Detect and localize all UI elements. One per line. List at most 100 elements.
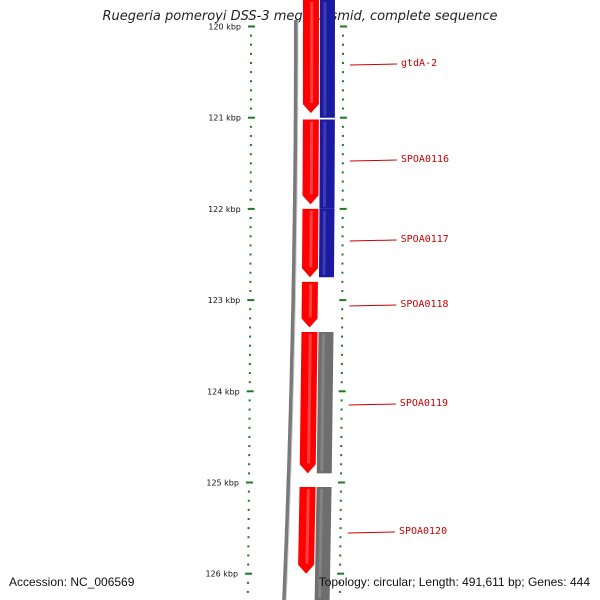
ruler-minor-tick-right xyxy=(341,217,344,220)
ruler-minor-tick-right xyxy=(340,472,343,475)
ruler-minor-tick-right xyxy=(341,308,344,311)
ruler-minor-tick xyxy=(249,180,252,183)
ruler-minor-tick-right xyxy=(339,499,342,502)
reverse-gene-block xyxy=(319,0,335,118)
ruler-minor-tick xyxy=(247,508,250,511)
ruler-label: 121 kbp xyxy=(208,114,241,123)
ruler-minor-tick xyxy=(247,527,250,530)
gene-label: SPOA0116 xyxy=(401,154,449,165)
ruler-minor-tick xyxy=(249,162,252,165)
ruler-minor-tick-right xyxy=(341,134,344,137)
ruler-minor-tick-right xyxy=(341,226,344,229)
ruler-label: 122 kbp xyxy=(208,205,241,214)
ruler-minor-tick-right xyxy=(341,344,344,347)
ruler-minor-tick-right xyxy=(340,362,343,365)
ruler-major-tick-right xyxy=(339,299,347,302)
ruler-minor-tick xyxy=(249,308,252,311)
ruler-minor-tick-right xyxy=(341,80,344,83)
forward-gene-arrow xyxy=(301,281,318,328)
ruler-minor-tick-right xyxy=(339,508,342,511)
ruler-minor-tick-right xyxy=(339,536,342,539)
ruler-minor-tick-right xyxy=(341,262,344,265)
forward-gene-arrow xyxy=(301,208,319,278)
ruler-minor-tick-right xyxy=(341,61,344,64)
ruler-minor-tick xyxy=(247,563,250,566)
ruler-minor-tick xyxy=(248,399,251,402)
forward-gene-arrow xyxy=(298,487,316,574)
forward-gene-arrow-sheen xyxy=(305,489,310,564)
ruler-minor-tick xyxy=(247,490,250,493)
gene-leader-line xyxy=(349,304,397,307)
ruler-minor-tick-right xyxy=(340,372,343,375)
gene-leader-line xyxy=(347,531,395,534)
backbone-line xyxy=(282,20,298,600)
ruler-minor-tick xyxy=(249,271,252,274)
reverse-gene-sheen xyxy=(318,489,324,599)
ruler-label: 124 kbp xyxy=(207,387,240,396)
ruler-minor-tick xyxy=(249,171,252,174)
forward-gene-arrow xyxy=(302,119,319,205)
forward-gene-arrow xyxy=(299,332,318,474)
ruler-minor-tick xyxy=(249,344,252,347)
ruler-minor-tick xyxy=(249,244,252,247)
ruler-minor-tick xyxy=(248,472,251,475)
ruler-minor-tick xyxy=(249,80,252,83)
ruler-minor-tick xyxy=(246,581,249,584)
ruler-minor-tick xyxy=(248,445,251,448)
ruler-minor-tick xyxy=(249,89,252,92)
ruler-minor-tick-right xyxy=(339,527,342,530)
ruler-minor-tick-right xyxy=(341,153,344,156)
ruler-major-tick xyxy=(247,299,255,302)
ruler-minor-tick-right xyxy=(339,517,342,520)
ruler-minor-tick xyxy=(249,43,252,46)
ruler-minor-tick xyxy=(249,217,252,220)
ruler-minor-tick xyxy=(247,517,250,520)
ruler-minor-tick-right xyxy=(341,98,344,101)
ruler-minor-tick-right xyxy=(341,280,344,283)
ruler-minor-tick-right xyxy=(340,454,343,457)
reverse-gene-sheen xyxy=(320,334,325,472)
ruler-minor-tick xyxy=(249,198,252,201)
ruler-minor-tick xyxy=(249,262,252,265)
ruler-minor-tick-right xyxy=(339,545,342,548)
ruler-minor-tick xyxy=(249,107,252,110)
ruler-minor-tick-right xyxy=(341,171,344,174)
reverse-gene-block xyxy=(319,119,335,209)
ruler-minor-tick-right xyxy=(341,34,344,37)
ruler-minor-tick xyxy=(249,61,252,64)
ruler-major-tick-right xyxy=(338,390,346,393)
ruler-minor-tick-right xyxy=(341,244,344,247)
ruler-minor-tick-right xyxy=(341,43,344,46)
ruler-minor-tick xyxy=(249,253,252,256)
map-title: Ruegeria pomeroyi DSS-3 megaplasmid, com… xyxy=(102,9,498,24)
ruler-minor-tick-right xyxy=(341,162,344,165)
ruler-minor-tick-right xyxy=(340,463,343,466)
ruler-major-tick xyxy=(246,390,254,393)
ruler-minor-tick xyxy=(247,499,250,502)
gene-label: SPOA0117 xyxy=(401,234,449,245)
ruler-minor-tick xyxy=(249,326,252,329)
ruler-minor-tick xyxy=(248,454,251,457)
ruler-minor-tick-right xyxy=(341,271,344,274)
ruler-major-tick xyxy=(247,25,255,28)
gene-label: gtdA-2 xyxy=(401,58,437,69)
ruler-minor-tick-right xyxy=(339,490,342,493)
ruler-minor-tick xyxy=(249,98,252,101)
ruler-minor-tick xyxy=(249,317,252,320)
ruler-label: 125 kbp xyxy=(206,479,239,488)
ruler-minor-tick-right xyxy=(341,198,344,201)
ruler-minor-tick xyxy=(248,381,251,384)
ruler-minor-tick xyxy=(249,153,252,156)
ruler-label: 120 kbp xyxy=(208,23,241,32)
ruler-minor-tick xyxy=(249,34,252,37)
ruler-major-tick-right xyxy=(339,25,347,28)
ruler-label: 126 kbp xyxy=(205,570,238,579)
ruler-minor-tick-right xyxy=(341,89,344,92)
ruler-minor-tick xyxy=(249,52,252,55)
ruler-minor-tick xyxy=(249,189,252,192)
ruler-minor-tick-right xyxy=(341,125,344,128)
ruler-minor-tick-right xyxy=(340,435,343,438)
ruler-minor-tick xyxy=(249,335,252,338)
reverse-gene-block xyxy=(316,332,334,474)
